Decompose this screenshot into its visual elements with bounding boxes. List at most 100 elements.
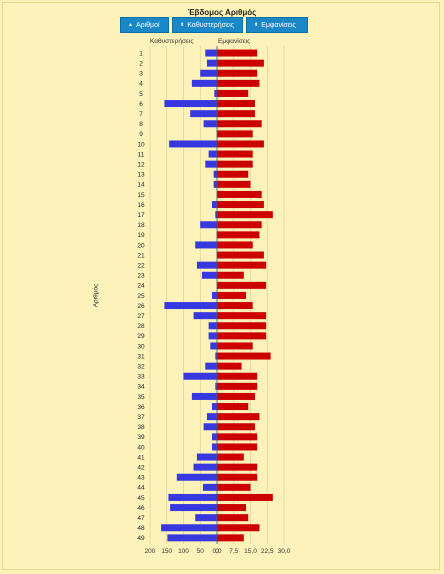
category-tick-label: 37 xyxy=(137,414,145,421)
delay-bar xyxy=(201,271,217,279)
category-tick-label: 19 xyxy=(137,232,145,239)
delay-bar xyxy=(213,170,217,178)
delay-bar xyxy=(205,49,217,57)
delay-bar xyxy=(206,413,217,421)
category-tick-label: 4 xyxy=(139,81,143,88)
delay-bar xyxy=(200,69,217,77)
delay-bar xyxy=(215,382,217,390)
category-tick-label: 43 xyxy=(137,475,145,482)
delay-bar xyxy=(205,160,217,168)
delay-bar xyxy=(161,524,217,532)
category-tick-label: 21 xyxy=(137,252,145,259)
category-tick-label: 35 xyxy=(137,394,145,401)
appearance-bar xyxy=(217,463,258,471)
delay-bar xyxy=(211,403,217,411)
appearance-bar xyxy=(217,281,267,289)
delay-bar xyxy=(215,211,217,219)
category-tick-label: 7 xyxy=(139,111,143,118)
category-tick-label: 13 xyxy=(137,172,145,179)
category-tick-label: 29 xyxy=(137,333,145,340)
delay-bar xyxy=(195,241,217,249)
appearance-bar xyxy=(217,423,255,431)
right-series-header: Εμφανίσεις xyxy=(218,38,251,45)
delay-bar xyxy=(195,514,217,522)
delay-bar xyxy=(213,180,217,188)
appearance-bar xyxy=(217,69,258,77)
category-tick-label: 20 xyxy=(137,242,145,249)
category-tick-label: 30 xyxy=(137,343,145,350)
delay-bar xyxy=(203,120,217,128)
sort-by-appearances-label: Εμφανίσεις xyxy=(261,21,296,29)
right-axis-tick-label: 7,5 xyxy=(229,548,238,555)
appearance-bar xyxy=(217,291,247,299)
category-tick-label: 26 xyxy=(137,303,145,310)
appearance-bar xyxy=(217,100,255,108)
delay-bar xyxy=(211,443,217,451)
category-tick-label: 2 xyxy=(139,60,143,67)
appearance-bar xyxy=(217,231,260,239)
category-tick-label: 15 xyxy=(137,192,145,199)
category-tick-label: 1 xyxy=(139,50,143,57)
category-tick-label: 5 xyxy=(139,91,143,98)
category-tick-label: 34 xyxy=(137,384,145,391)
category-tick-label: 17 xyxy=(137,212,145,219)
appearance-bar xyxy=(217,504,247,512)
category-tick-label: 25 xyxy=(137,293,145,300)
delay-bar xyxy=(164,100,217,108)
left-axis-tick-label: 50 xyxy=(197,548,205,555)
left-series-header: Καθυστερήσεις xyxy=(150,38,194,45)
appearance-bar xyxy=(217,170,249,178)
appearance-bar xyxy=(217,524,260,532)
appearance-bar xyxy=(217,251,264,259)
appearance-bar xyxy=(217,49,258,57)
delay-bar xyxy=(193,312,217,320)
appearance-bar xyxy=(217,261,267,269)
right-axis-tick-label: 0,0 xyxy=(212,548,221,555)
category-tick-label: 10 xyxy=(137,141,145,148)
appearance-bar xyxy=(217,514,249,522)
appearance-bar xyxy=(217,211,273,219)
category-tick-label: 32 xyxy=(137,363,145,370)
category-tick-label: 44 xyxy=(137,485,145,492)
sort-by-number-button[interactable]: ▲ Αριθμοί xyxy=(120,17,169,33)
appearance-bar xyxy=(217,372,258,380)
appearance-bar xyxy=(217,332,267,340)
category-tick-label: 24 xyxy=(137,283,145,290)
delay-bar xyxy=(190,110,217,118)
category-tick-label: 39 xyxy=(137,434,145,441)
appearance-bar xyxy=(217,433,258,441)
category-tick-label: 27 xyxy=(137,313,145,320)
delay-bar xyxy=(208,150,217,158)
delay-bar xyxy=(214,89,217,97)
appearance-bar xyxy=(217,221,262,229)
delay-bar xyxy=(202,483,217,491)
category-tick-label: 31 xyxy=(137,353,145,360)
delay-bar xyxy=(210,342,217,350)
appearance-bar xyxy=(217,302,253,310)
category-tick-label: 22 xyxy=(137,262,145,269)
left-axis-tick-label: 0 xyxy=(215,548,219,555)
category-tick-label: 23 xyxy=(137,273,145,280)
delay-bar xyxy=(183,372,217,380)
category-tick-label: 45 xyxy=(137,495,145,502)
appearance-bar xyxy=(217,201,264,209)
sort-icon: ⬍ xyxy=(254,22,259,28)
delay-bar xyxy=(193,463,217,471)
sort-by-delays-button[interactable]: ⬍ Καθυστερήσεις xyxy=(172,17,243,33)
category-tick-label: 33 xyxy=(137,374,145,381)
category-tick-label: 49 xyxy=(137,535,145,542)
category-tick-label: 36 xyxy=(137,404,145,411)
appearance-bar xyxy=(217,392,255,400)
appearance-bar xyxy=(217,534,244,542)
appearance-bar xyxy=(217,150,253,158)
category-tick-label: 11 xyxy=(138,151,145,158)
appearance-bar xyxy=(217,362,242,370)
appearance-bar xyxy=(217,483,251,491)
appearance-bar xyxy=(217,352,271,360)
delay-bar xyxy=(169,140,217,148)
appearance-bar xyxy=(217,110,255,118)
category-tick-label: 8 xyxy=(139,121,143,128)
sort-by-appearances-button[interactable]: ⬍ Εμφανίσεις xyxy=(246,17,308,33)
category-tick-label: 48 xyxy=(137,525,145,532)
